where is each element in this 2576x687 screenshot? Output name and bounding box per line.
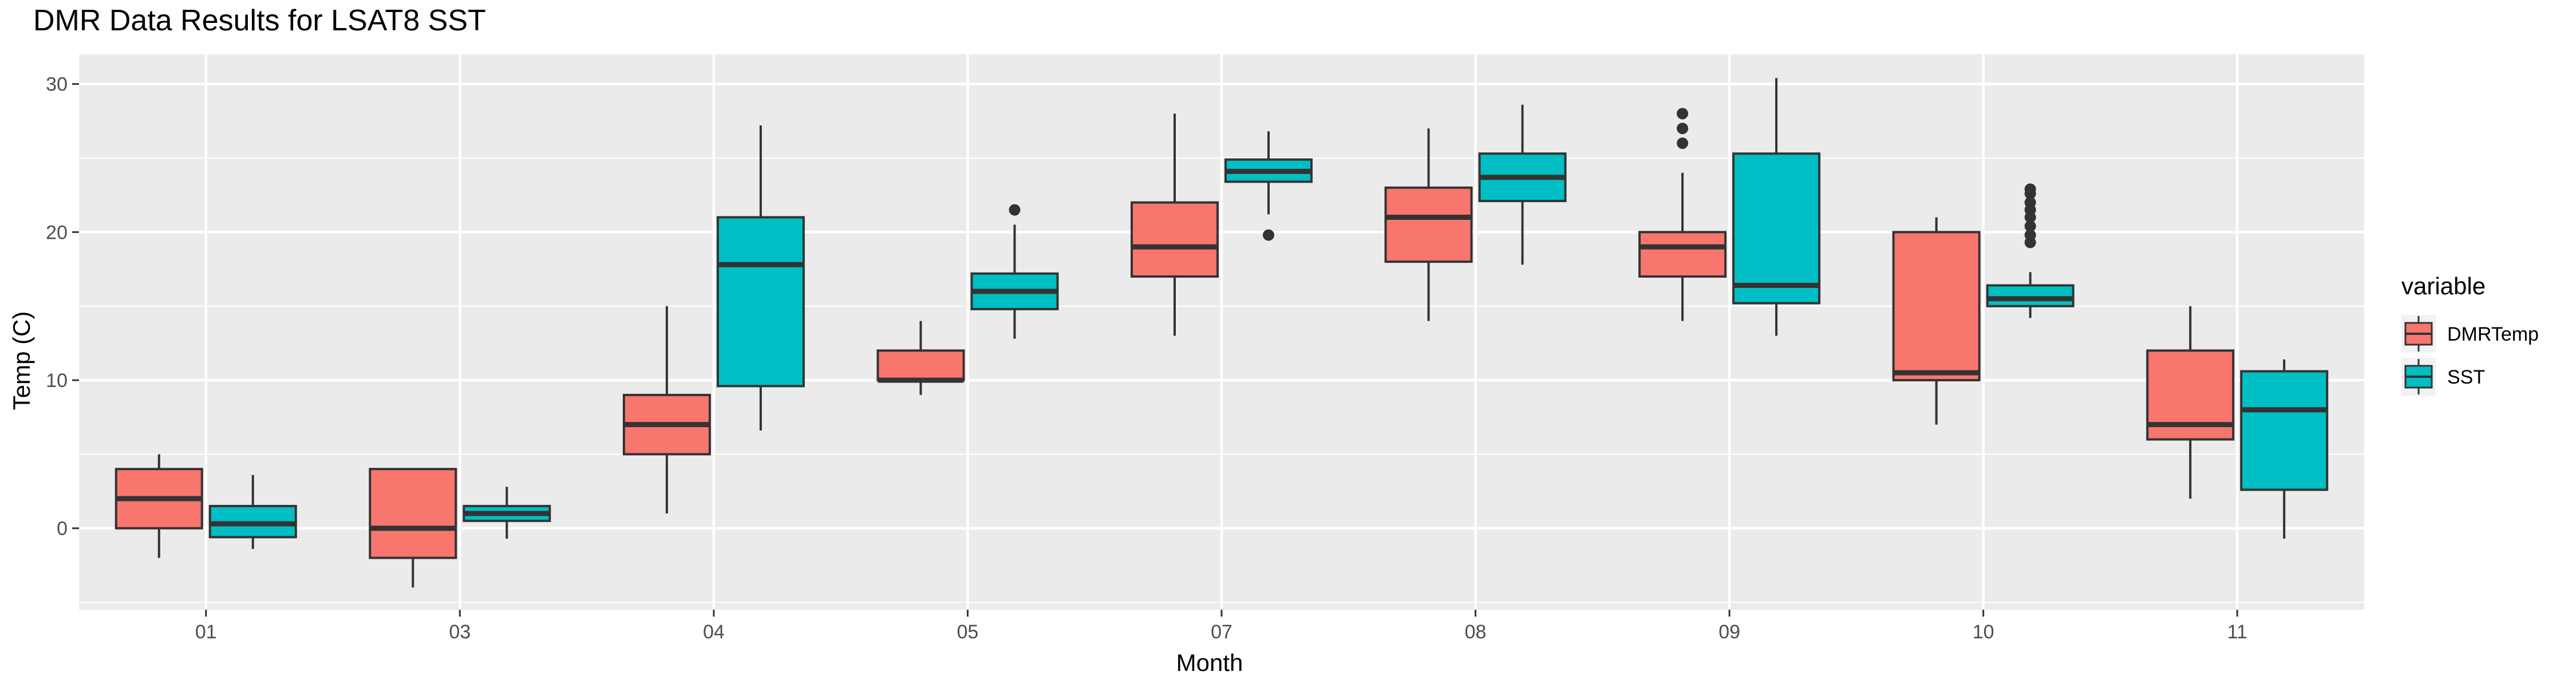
box-SST-03 [463, 487, 551, 539]
legend-label: SST [2447, 366, 2485, 388]
legend-title: variable [2401, 273, 2486, 299]
box-body [1986, 284, 2075, 307]
x-tick-label: 05 [957, 621, 979, 643]
outlier-point [2024, 229, 2036, 241]
y-tick-label: 0 [57, 518, 68, 540]
box-SST-08 [1478, 104, 1567, 265]
outlier-point [1263, 229, 1274, 241]
x-tick-label: 04 [703, 621, 725, 643]
x-tick-label: 10 [1973, 621, 1994, 643]
box-DMRTemp-05 [876, 321, 965, 395]
box-body [1892, 231, 1981, 382]
y-tick-label: 30 [46, 74, 68, 96]
box-DMRTemp-09 [1638, 108, 1727, 321]
box-SST-07 [1224, 131, 1313, 241]
box-DMRTemp-03 [369, 468, 457, 588]
outlier-point [1677, 137, 1689, 149]
box-SST-05 [970, 204, 1059, 339]
box-SST-09 [1732, 78, 1821, 336]
box-body [716, 216, 805, 388]
box-body [1384, 186, 1473, 263]
box-body [2240, 370, 2329, 491]
y-tick-label: 20 [46, 222, 68, 243]
box-DMRTemp-11 [2146, 306, 2235, 499]
x-tick-label: 07 [1211, 621, 1232, 643]
legend-key-DMRTemp: DMRTemp [2401, 315, 2539, 353]
y-tick-label: 10 [46, 370, 68, 392]
box-DMRTemp-08 [1384, 128, 1473, 321]
x-tick-label: 09 [1718, 621, 1740, 643]
outlier-point [1677, 108, 1689, 120]
outlier-point [2024, 196, 2036, 208]
box-body [876, 349, 965, 382]
legend: variable DMRTemp SST [2401, 273, 2539, 396]
chart-title: DMR Data Results for LSAT8 SST [33, 4, 486, 37]
box-SST-04 [716, 125, 805, 431]
legend-key-SST: SST [2401, 358, 2485, 396]
box-body [1638, 231, 1727, 278]
box-DMRTemp-07 [1131, 113, 1219, 336]
box-body [369, 468, 457, 559]
x-tick-label: 01 [195, 621, 217, 643]
y-axis-title: Temp (C) [8, 311, 35, 410]
box-SST-11 [2240, 359, 2329, 539]
y-axis: 0 10 20 30 [46, 74, 79, 540]
x-axis: 01 03 04 05 07 08 09 10 11 [195, 610, 2247, 643]
box-body [1732, 152, 1821, 305]
box-DMRTemp-01 [114, 454, 203, 558]
x-tick-label: 03 [449, 621, 471, 643]
box-DMRTemp-04 [622, 306, 711, 514]
major-gridlines [79, 54, 2364, 610]
box-body [1131, 201, 1219, 278]
outlier-point [1677, 123, 1689, 135]
outlier-point [2024, 183, 2036, 195]
box-series [114, 78, 2329, 588]
box-SST-10 [1986, 183, 2075, 318]
legend-label: DMRTemp [2447, 323, 2539, 345]
box-DMRTemp-10 [1892, 217, 1981, 425]
x-axis-title: Month [1176, 649, 1243, 676]
x-tick-label: 11 [2227, 621, 2247, 643]
outlier-point [1009, 204, 1021, 216]
box-SST-01 [208, 475, 297, 549]
legend-items: DMRTemp SST [2401, 315, 2539, 396]
x-tick-label: 08 [1465, 621, 1487, 643]
outlier-point [2024, 220, 2036, 232]
